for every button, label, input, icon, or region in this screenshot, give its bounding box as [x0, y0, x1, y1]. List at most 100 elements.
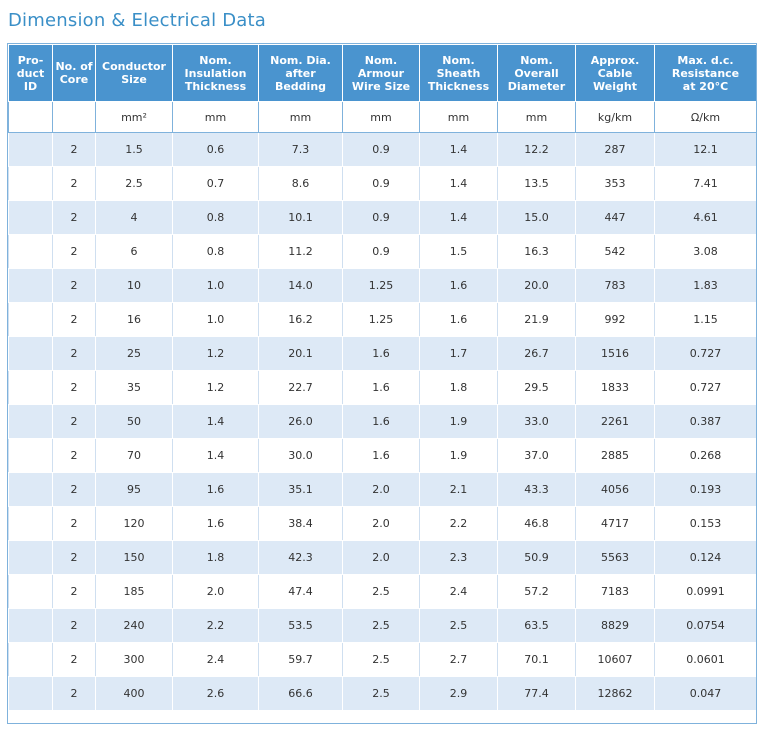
table-cell: 1.6: [172, 506, 259, 541]
table-cell: [8, 506, 53, 541]
table-cell: 2.5: [342, 574, 420, 609]
table-cell: 1.83: [654, 268, 757, 303]
table-cell: 1.6: [342, 438, 420, 473]
table-cell: [8, 336, 53, 371]
table-cell: 12862: [575, 676, 655, 711]
table-cell: 0.387: [654, 404, 757, 439]
table-row: 2 120 1.6 38.4 2.0 2.2 46.8 4717 0.153: [8, 506, 757, 541]
table-cell: [8, 370, 53, 405]
table-cell: 0.7: [172, 166, 259, 201]
table-cell: 1.6: [419, 268, 498, 303]
table-cell: 2: [52, 268, 96, 303]
unit-cell: mm: [497, 101, 576, 133]
table-cell: 2.0: [342, 540, 420, 575]
table-cell: 0.9: [342, 200, 420, 235]
table-cell: 25: [95, 336, 173, 371]
table-cell: 2: [52, 676, 96, 711]
table-cell: 38.4: [258, 506, 343, 541]
table-cell: [8, 268, 53, 303]
table-cell: 2: [52, 200, 96, 235]
column-header: Pro-duct ID: [8, 44, 53, 102]
table-cell: 35.1: [258, 472, 343, 507]
unit-cell: mm: [342, 101, 420, 133]
units-row: mm² mm mm mm mm mm kg/km Ω/km: [8, 101, 757, 133]
column-header: No. of Core: [52, 44, 96, 102]
table-cell: 29.5: [497, 370, 576, 405]
table-cell: 1833: [575, 370, 655, 405]
table-row: 2 300 2.4 59.7 2.5 2.7 70.1 10607 0.0601: [8, 642, 757, 677]
table-cell: 1.8: [419, 370, 498, 405]
table-cell: 2.2: [419, 506, 498, 541]
table-cell: 15.0: [497, 200, 576, 235]
table-cell: 400: [95, 676, 173, 711]
table-cell: 20.0: [497, 268, 576, 303]
table-row: 2 95 1.6 35.1 2.0 2.1 43.3 4056 0.193: [8, 472, 757, 507]
table-cell: 43.3: [497, 472, 576, 507]
table-cell: 2.9: [419, 676, 498, 711]
table-cell: 1.6: [342, 336, 420, 371]
table-cell: 185: [95, 574, 173, 609]
table-cell: 0.6: [172, 132, 259, 167]
column-header: Max. d.c. Resistance at 20°C: [654, 44, 757, 102]
table-cell: 542: [575, 234, 655, 269]
table-cell: 2: [52, 438, 96, 473]
table-cell: 0.0601: [654, 642, 757, 677]
table-cell: 11.2: [258, 234, 343, 269]
table-row: 2 70 1.4 30.0 1.6 1.9 37.0 2885 0.268: [8, 438, 757, 473]
table-cell: 2885: [575, 438, 655, 473]
table-cell: 1.0: [172, 268, 259, 303]
table-cell: 1.4: [419, 166, 498, 201]
table-cell: 0.153: [654, 506, 757, 541]
table-cell: 2: [52, 166, 96, 201]
table-cell: [8, 608, 53, 643]
table-row: 2 4 0.8 10.1 0.9 1.4 15.0 447 4.61: [8, 200, 757, 235]
table-cell: 1.0: [172, 302, 259, 337]
table-row: 2 240 2.2 53.5 2.5 2.5 63.5 8829 0.0754: [8, 608, 757, 643]
table-cell: 2.4: [419, 574, 498, 609]
table-cell: 120: [95, 506, 173, 541]
table-cell: 150: [95, 540, 173, 575]
column-header: Approx. Cable Weight: [575, 44, 655, 102]
table-cell: 1.6: [342, 404, 420, 439]
table-cell: 1.2: [172, 370, 259, 405]
unit-cell: Ω/km: [654, 101, 757, 133]
table-cell: 2: [52, 506, 96, 541]
table-cell: 50: [95, 404, 173, 439]
table-cell: 53.5: [258, 608, 343, 643]
table-row: 2 400 2.6 66.6 2.5 2.9 77.4 12862 0.047: [8, 676, 757, 711]
table-cell: 37.0: [497, 438, 576, 473]
table-cell: 2: [52, 540, 96, 575]
table-cell: 57.2: [497, 574, 576, 609]
table-cell: 1.7: [419, 336, 498, 371]
table-cell: 3.08: [654, 234, 757, 269]
table-cell: 2: [52, 642, 96, 677]
table-cell: 2.2: [172, 608, 259, 643]
table-cell: 2.0: [342, 506, 420, 541]
header-row: Pro-duct ID No. of Core Conductor Size Nom. Ins…: [8, 44, 757, 102]
table-cell: 22.7: [258, 370, 343, 405]
table-cell: 1.9: [419, 438, 498, 473]
table-cell: 2: [52, 608, 96, 643]
table-cell: 50.9: [497, 540, 576, 575]
table-cell: 2261: [575, 404, 655, 439]
table-cell: 2.5: [342, 676, 420, 711]
table-cell: 0.727: [654, 336, 757, 371]
table-cell: 1.6: [342, 370, 420, 405]
table-cell: 0.0991: [654, 574, 757, 609]
table-cell: 8.6: [258, 166, 343, 201]
table-cell: 2: [52, 336, 96, 371]
table-row: 2 35 1.2 22.7 1.6 1.8 29.5 1833 0.727: [8, 370, 757, 405]
table-cell: 70.1: [497, 642, 576, 677]
table-cell: 2.5: [342, 608, 420, 643]
table-cell: 2.1: [419, 472, 498, 507]
table-row: 2 25 1.2 20.1 1.6 1.7 26.7 1516 0.727: [8, 336, 757, 371]
table-cell: 2.0: [342, 472, 420, 507]
table-cell: 59.7: [258, 642, 343, 677]
table-body: 2 1.5 0.6 7.3 0.9 1.4 12.2 287 12.1 2 2.5 0.7 8.6 0.9…: [8, 132, 757, 711]
table-cell: 16.2: [258, 302, 343, 337]
table-cell: 300: [95, 642, 173, 677]
table-cell: [8, 438, 53, 473]
table-cell: 2.5: [342, 642, 420, 677]
table-cell: 2: [52, 404, 96, 439]
column-header: Nom. Insulation Thickness: [172, 44, 259, 102]
